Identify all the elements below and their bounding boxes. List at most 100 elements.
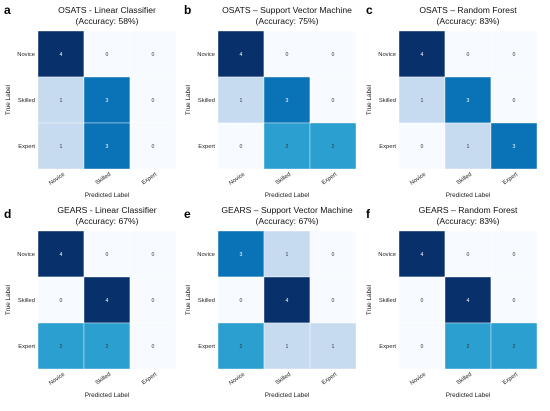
heatmap-cell — [129, 30, 177, 78]
heatmap-cell — [217, 230, 265, 278]
cell-value-label: 1 — [60, 98, 63, 104]
heatmap-cell — [444, 30, 492, 78]
y-tick-label: Expert — [198, 344, 215, 350]
y-axis-label: True Label — [366, 85, 373, 115]
x-tick-label: Expert — [502, 172, 519, 187]
heatmap-cell — [83, 122, 131, 170]
x-axis-label: Predicted Label — [446, 392, 490, 399]
y-tick-label: Expert — [18, 344, 35, 350]
heatmap-cell — [490, 76, 538, 124]
cell-value-label: 0 — [240, 298, 243, 304]
cell-value-label: 0 — [332, 52, 335, 58]
panel-subtitle: (Accuracy: 58%) — [75, 16, 138, 26]
cell-value-label: 0 — [152, 252, 155, 258]
heatmap-cell — [37, 76, 85, 124]
heatmap-cell — [217, 122, 265, 170]
heatmap-cell — [129, 230, 177, 278]
x-axis-label: Predicted Label — [265, 192, 309, 199]
heatmap-cell — [37, 230, 85, 278]
cell-value-label: 0 — [332, 298, 335, 304]
cell-value-label: 3 — [240, 252, 243, 258]
heatmap-cell — [398, 122, 446, 170]
x-tick-label: Expert — [141, 172, 158, 187]
cell-value-label: 0 — [332, 98, 335, 104]
cell-value-label: 3 — [513, 144, 516, 150]
heatmap-cell — [309, 76, 357, 124]
panel-subtitle: (Accuracy: 75%) — [255, 16, 318, 26]
cell-value-label: 2 — [513, 344, 516, 350]
heatmap-cell — [309, 322, 357, 370]
y-tick-label: Expert — [379, 344, 396, 350]
heatmap-cell — [37, 30, 85, 78]
heatmap-cell — [129, 122, 177, 170]
cell-value-label: 0 — [467, 52, 470, 58]
panel-b: b OSATS – Support Vector Machine(Accuracy… — [184, 3, 357, 199]
heatmap-cell — [490, 30, 538, 78]
heatmap-cell — [129, 276, 177, 324]
cell-value-label: 4 — [467, 298, 470, 304]
y-tick-label: Skilled — [379, 298, 396, 304]
cell-value-label: 1 — [421, 98, 424, 104]
heatmap-cell — [217, 30, 265, 78]
cell-value-label: 0 — [421, 144, 424, 150]
x-tick-label: Skilled — [275, 372, 292, 387]
heatmap-cell — [444, 76, 492, 124]
x-tick-label: Expert — [321, 372, 338, 387]
panel-title: GEARS – Random Forest — [419, 205, 518, 215]
panel-letter: b — [184, 3, 191, 17]
y-axis-label: True Label — [5, 85, 12, 115]
heatmap-cell — [217, 276, 265, 324]
y-axis-label: True Label — [366, 285, 373, 315]
panel-subtitle: (Accuracy: 67%) — [255, 216, 318, 226]
panel-title: OSATS – Support Vector Machine — [222, 5, 352, 15]
panel-letter: d — [4, 207, 11, 221]
x-tick-label: Novice — [48, 372, 66, 387]
y-axis-label: True Label — [5, 285, 12, 315]
panel-e: e GEARS – Support Vector Machine(Accuracy… — [184, 205, 357, 399]
cell-value-label: 2 — [467, 344, 470, 350]
x-tick-label: Expert — [321, 172, 338, 187]
cell-value-label: 0 — [152, 298, 155, 304]
cell-value-label: 3 — [467, 98, 470, 104]
y-tick-label: Novice — [378, 52, 396, 58]
heatmap-cell — [309, 30, 357, 78]
y-tick-label: Novice — [378, 252, 396, 258]
heatmap-cell — [490, 322, 538, 370]
heatmap-cell — [398, 276, 446, 324]
x-axis-label: Predicted Label — [85, 192, 129, 199]
cell-value-label: 2 — [240, 344, 243, 350]
y-tick-label: Skilled — [198, 298, 215, 304]
x-tick-label: Skilled — [275, 172, 292, 187]
cell-value-label: 3 — [106, 144, 109, 150]
y-tick-label: Skilled — [18, 298, 35, 304]
cell-value-label: 0 — [513, 298, 516, 304]
cell-value-label: 0 — [421, 344, 424, 350]
panel-a: a OSATS - Linear Classifier(Accuracy: 58%… — [4, 3, 177, 199]
x-axis-label: Predicted Label — [265, 392, 309, 399]
panel-subtitle: (Accuracy: 83%) — [436, 216, 499, 226]
x-tick-label: Skilled — [95, 172, 112, 187]
panel-subtitle: (Accuracy: 83%) — [436, 16, 499, 26]
cell-value-label: 0 — [286, 52, 289, 58]
heatmap-cell — [444, 230, 492, 278]
y-tick-label: Novice — [17, 252, 35, 258]
y-tick-label: Skilled — [18, 98, 35, 104]
y-axis-label: True Label — [185, 285, 192, 315]
x-axis-label: Predicted Label — [446, 192, 490, 199]
panel-title: OSATS – Random Forest — [419, 5, 517, 15]
panel-letter: f — [366, 207, 371, 221]
heatmap-cell — [444, 322, 492, 370]
cell-value-label: 0 — [467, 252, 470, 258]
cell-value-label: 4 — [60, 252, 63, 258]
panel-c: c OSATS – Random Forest(Accuracy: 83%) 4 0 0… — [366, 3, 538, 199]
cell-value-label: 0 — [106, 252, 109, 258]
heatmap-cell — [490, 122, 538, 170]
heatmap-cell — [263, 76, 311, 124]
heatmap-cell — [309, 122, 357, 170]
panel-letter: a — [4, 3, 11, 17]
y-tick-label: Expert — [18, 144, 35, 150]
heatmap-cell — [309, 276, 357, 324]
cell-value-label: 0 — [513, 98, 516, 104]
y-tick-label: Novice — [197, 252, 215, 258]
heatmap-cell — [490, 230, 538, 278]
